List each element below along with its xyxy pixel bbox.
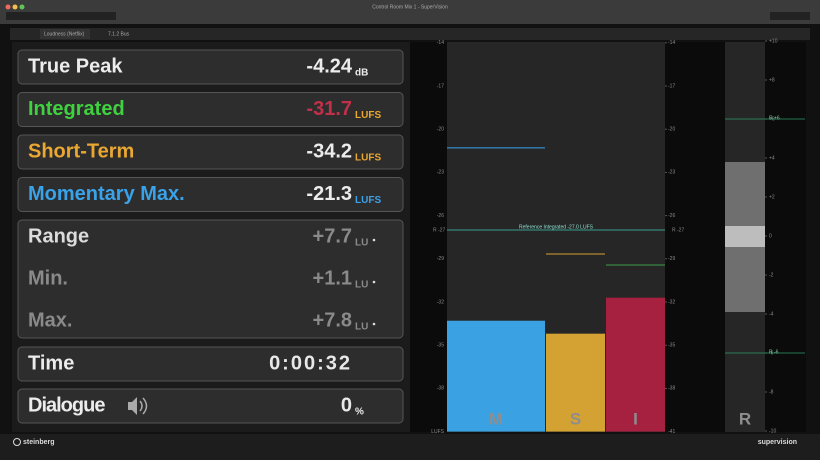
reference-marker: R -27 xyxy=(433,227,445,233)
scale-label-right: -35 xyxy=(668,343,675,349)
range-label: Max. xyxy=(28,309,72,331)
readout-card xyxy=(17,346,404,382)
range-scale-label: -10 xyxy=(769,428,776,434)
tab[interactable] xyxy=(40,29,90,39)
range-value: +7.7 xyxy=(313,225,352,247)
scale-label-left: -32 xyxy=(437,299,444,305)
readout-card xyxy=(17,177,404,212)
time-label: Time xyxy=(28,352,74,374)
scale-label-left: -26 xyxy=(437,213,444,219)
zoom-button[interactable] xyxy=(19,4,25,10)
range-unit: LU xyxy=(355,238,368,249)
scale-unit: LUFS xyxy=(431,429,444,435)
range-dot xyxy=(372,280,376,284)
range-scale-label: +10 xyxy=(769,38,778,44)
tab-bar xyxy=(10,28,810,40)
readout-value: -34.2 xyxy=(306,140,352,162)
readout-label: Short-Term xyxy=(28,140,134,162)
range-meter-label: R xyxy=(739,409,751,428)
bar-label: I xyxy=(633,409,638,428)
meter-bar xyxy=(447,320,545,432)
dialogue-label: Dialogue xyxy=(28,394,105,416)
reference-label: Reference Integrated -27.0 LUFS xyxy=(519,224,594,230)
brand: steinberg xyxy=(23,439,55,446)
scale-label-right: -23 xyxy=(668,170,675,176)
scale-label-right: -20 xyxy=(668,127,675,133)
range-label: Min. xyxy=(28,267,68,289)
scale-label-right: -29 xyxy=(668,256,675,262)
range-scale-label: -4 xyxy=(769,311,774,317)
readout-card xyxy=(17,134,404,170)
range-label: Range xyxy=(28,225,89,247)
readout-label: Integrated xyxy=(28,98,125,120)
dialogue-value: 0 xyxy=(341,394,352,416)
readout-value: -31.7 xyxy=(306,98,352,120)
scale-label-right: -38 xyxy=(668,386,675,392)
range-scale-label: -8 xyxy=(769,389,774,395)
tab-label[interactable]: 7.1.2 Bus xyxy=(108,31,130,37)
scale-label-left: -20 xyxy=(437,127,444,133)
scale-label-right: -32 xyxy=(668,299,675,305)
scale-bottom: -41 xyxy=(668,429,675,435)
readout-card xyxy=(17,219,404,339)
readout-card xyxy=(17,92,404,127)
range-scale-label: +2 xyxy=(769,194,775,200)
scale-label-left: -23 xyxy=(437,170,444,176)
speaker-icon xyxy=(128,397,137,415)
readout-unit: dB xyxy=(355,68,368,79)
bar-label: S xyxy=(570,409,581,428)
speaker-waves xyxy=(139,397,148,415)
range-scale-label: -2 xyxy=(769,272,774,278)
readout-unit: LUFS xyxy=(355,153,381,164)
readout-value: -4.24 xyxy=(306,55,352,77)
scale-label-left: -35 xyxy=(437,343,444,349)
toolbar xyxy=(6,12,116,20)
toolbar-right xyxy=(770,12,810,20)
range-band xyxy=(725,226,765,247)
range-marker-label: R -6 xyxy=(769,349,779,355)
range-scale-label: 0 xyxy=(769,233,772,239)
range-dot xyxy=(372,238,376,242)
tab-label[interactable]: Loudness (Netflix) xyxy=(44,31,85,37)
range-marker-label: R +6 xyxy=(769,115,780,121)
brand-logo xyxy=(13,438,21,446)
readout-unit: LUFS xyxy=(355,195,381,206)
readout-label: Momentary Max. xyxy=(28,183,185,205)
scale-label-left: -38 xyxy=(437,386,444,392)
range-unit: LU xyxy=(355,280,368,291)
time-value: 0:00:32 xyxy=(269,352,352,374)
range-unit: LU xyxy=(355,322,368,333)
close-button[interactable] xyxy=(5,4,11,10)
range-scale-label: +8 xyxy=(769,77,775,83)
scale-label-right: -14 xyxy=(668,40,675,46)
range-scale-label: +4 xyxy=(769,155,775,161)
product: supervision xyxy=(758,439,797,446)
reference-marker: R -27 xyxy=(672,227,684,233)
scale-label-left: -14 xyxy=(437,40,444,46)
scale-label-left: -17 xyxy=(437,83,444,89)
range-value: +1.1 xyxy=(313,267,352,289)
range-value: +7.8 xyxy=(313,309,352,331)
readout-card xyxy=(17,388,404,424)
scale-label-right: -17 xyxy=(668,83,675,89)
readout-card xyxy=(17,49,404,85)
title-bar xyxy=(0,0,820,24)
readout-unit: LUFS xyxy=(355,110,381,121)
window-title: Control Room Mix 1 - SuperVision xyxy=(372,4,448,10)
scale-label-right: -26 xyxy=(668,213,675,219)
bar-label: M xyxy=(489,409,503,428)
meter-bar xyxy=(546,333,605,432)
scale-label-left: -29 xyxy=(437,256,444,262)
footer xyxy=(0,434,820,460)
range-dot xyxy=(372,322,376,326)
dialogue-unit: % xyxy=(355,407,364,418)
readout-label: True Peak xyxy=(28,55,123,77)
readout-value: -21.3 xyxy=(306,183,352,205)
meter-bar xyxy=(606,297,665,432)
minimize-button[interactable] xyxy=(12,4,18,10)
